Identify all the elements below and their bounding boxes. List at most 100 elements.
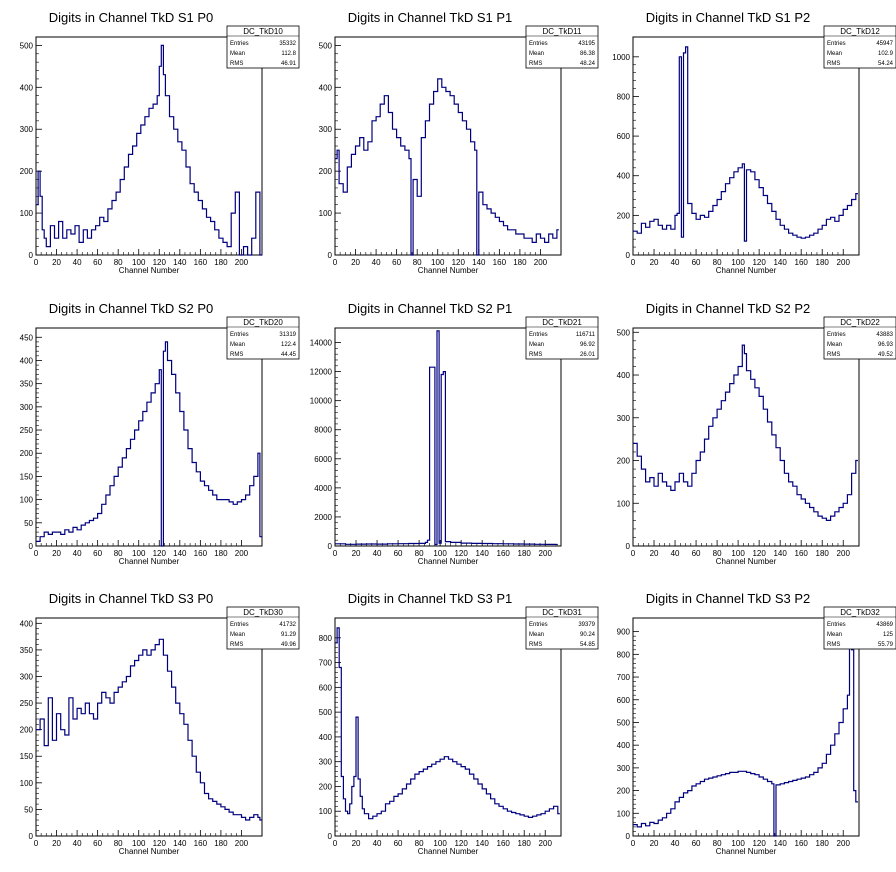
stats-value: 39379 <box>578 622 595 628</box>
x-tick-label: 40 <box>73 549 82 558</box>
x-tick-label: 0 <box>333 839 338 848</box>
y-tick-label: 400 <box>617 371 631 380</box>
stats-name: DC_TkD20 <box>243 318 283 327</box>
stats-value: 54.85 <box>580 642 596 648</box>
x-tick-label: 180 <box>518 549 532 558</box>
stats-box-frame <box>226 606 300 650</box>
x-tick-label: 100 <box>132 839 146 848</box>
x-tick-label: 200 <box>837 549 851 558</box>
y-tick-label: 12000 <box>310 368 333 377</box>
histogram-series-line <box>335 78 559 256</box>
x-axis-label: Channel Number <box>119 557 180 566</box>
stats-value: 54.24 <box>878 61 894 67</box>
stats-value: 91.29 <box>281 632 297 638</box>
stats-box-frame <box>226 316 300 360</box>
x-tick-label: 140 <box>173 258 187 267</box>
x-tick-label: 100 <box>731 839 745 848</box>
y-tick-label: 700 <box>319 659 333 668</box>
x-tick-label: 160 <box>795 258 809 267</box>
x-tick-label: 120 <box>752 839 766 848</box>
y-tick-label: 1000 <box>612 53 630 62</box>
x-tick-label: 120 <box>153 258 167 267</box>
y-tick-label: 100 <box>20 779 34 788</box>
plot-frame <box>334 617 562 837</box>
x-tick-label: 20 <box>52 839 61 848</box>
y-tick-label: 0 <box>626 832 631 841</box>
stats-value: 49.52 <box>878 352 894 358</box>
y-tick-label: 500 <box>617 718 631 727</box>
stats-box-frame <box>525 316 599 360</box>
x-tick-label: 180 <box>816 549 830 558</box>
y-tick-label: 300 <box>319 758 333 767</box>
y-tick-label: 4000 <box>314 484 332 493</box>
x-tick-label: 200 <box>837 258 851 267</box>
x-tick-label: 40 <box>671 549 680 558</box>
y-tick-label: 50 <box>24 805 33 814</box>
chart-title: Digits in Channel TkD S2 P1 <box>348 301 513 316</box>
x-tick-label: 160 <box>493 258 507 267</box>
x-tick-label: 60 <box>692 549 701 558</box>
y-tick-label: 0 <box>626 251 631 260</box>
histogram-series-line <box>36 44 262 256</box>
stats-label: Entries <box>827 332 846 338</box>
y-tick-label: 500 <box>20 41 34 50</box>
x-tick-label: 40 <box>373 839 382 848</box>
stats-box: DC_TkD32 Entries 43869 Mean 125 RMS 55.79 <box>823 606 896 650</box>
x-tick-label: 160 <box>194 258 208 267</box>
x-tick-label: 20 <box>351 258 360 267</box>
x-tick-label: 160 <box>497 549 511 558</box>
stats-value: 122.4 <box>281 342 297 348</box>
stats-label: Mean <box>827 342 842 348</box>
histogram-panel-2: Digits in Channel TkD S1 P20200400600800… <box>612 10 896 275</box>
x-tick-label: 120 <box>452 258 466 267</box>
x-tick-label: 60 <box>93 839 102 848</box>
stats-value: 43883 <box>876 332 893 338</box>
x-axis-label: Channel Number <box>716 847 777 856</box>
stats-label: Mean <box>230 51 245 57</box>
y-tick-label: 300 <box>617 414 631 423</box>
x-tick-label: 20 <box>52 549 61 558</box>
stats-value: 112.8 <box>281 51 296 57</box>
x-tick-label: 100 <box>132 258 146 267</box>
y-tick-label: 400 <box>617 741 631 750</box>
x-tick-label: 80 <box>415 839 424 848</box>
x-tick-label: 40 <box>73 839 82 848</box>
stats-name: DC_TkD12 <box>840 27 880 36</box>
x-tick-label: 140 <box>475 839 489 848</box>
y-tick-label: 500 <box>319 41 333 50</box>
x-axis-label: Channel Number <box>418 557 479 566</box>
stats-label: RMS <box>827 642 840 648</box>
stats-value: 41732 <box>279 622 296 628</box>
y-tick-label: 300 <box>617 764 631 773</box>
y-tick-label: 14000 <box>310 339 333 348</box>
x-tick-label: 200 <box>235 839 249 848</box>
stats-value: 102.9 <box>878 51 894 57</box>
x-tick-label: 200 <box>539 549 553 558</box>
x-tick-label: 20 <box>650 258 659 267</box>
y-tick-label: 400 <box>20 356 34 365</box>
y-tick-label: 0 <box>29 832 34 841</box>
y-tick-label: 200 <box>319 167 333 176</box>
y-tick-label: 0 <box>328 251 333 260</box>
stats-name: DC_TkD10 <box>243 27 283 36</box>
stats-label: Entries <box>827 622 846 628</box>
x-tick-label: 0 <box>631 549 636 558</box>
y-tick-label: 200 <box>20 726 34 735</box>
x-tick-label: 80 <box>415 549 424 558</box>
stats-box-frame <box>823 606 896 650</box>
y-tick-label: 250 <box>20 426 34 435</box>
plot-frame <box>632 617 860 837</box>
x-tick-label: 40 <box>671 258 680 267</box>
histogram-series-line <box>36 341 262 547</box>
y-tick-label: 300 <box>20 125 34 134</box>
stats-label: Mean <box>230 342 245 348</box>
histogram-panel-6: Digits in Channel TkD S3 P00501001502002… <box>20 591 300 856</box>
x-tick-label: 0 <box>631 839 636 848</box>
y-tick-label: 400 <box>617 172 631 181</box>
y-tick-label: 700 <box>617 673 631 682</box>
stats-value: 44.45 <box>281 352 297 358</box>
stats-name: DC_TkD32 <box>840 608 880 617</box>
x-tick-label: 80 <box>114 549 123 558</box>
stats-box-frame <box>226 25 300 69</box>
stats-box-frame <box>823 316 896 360</box>
